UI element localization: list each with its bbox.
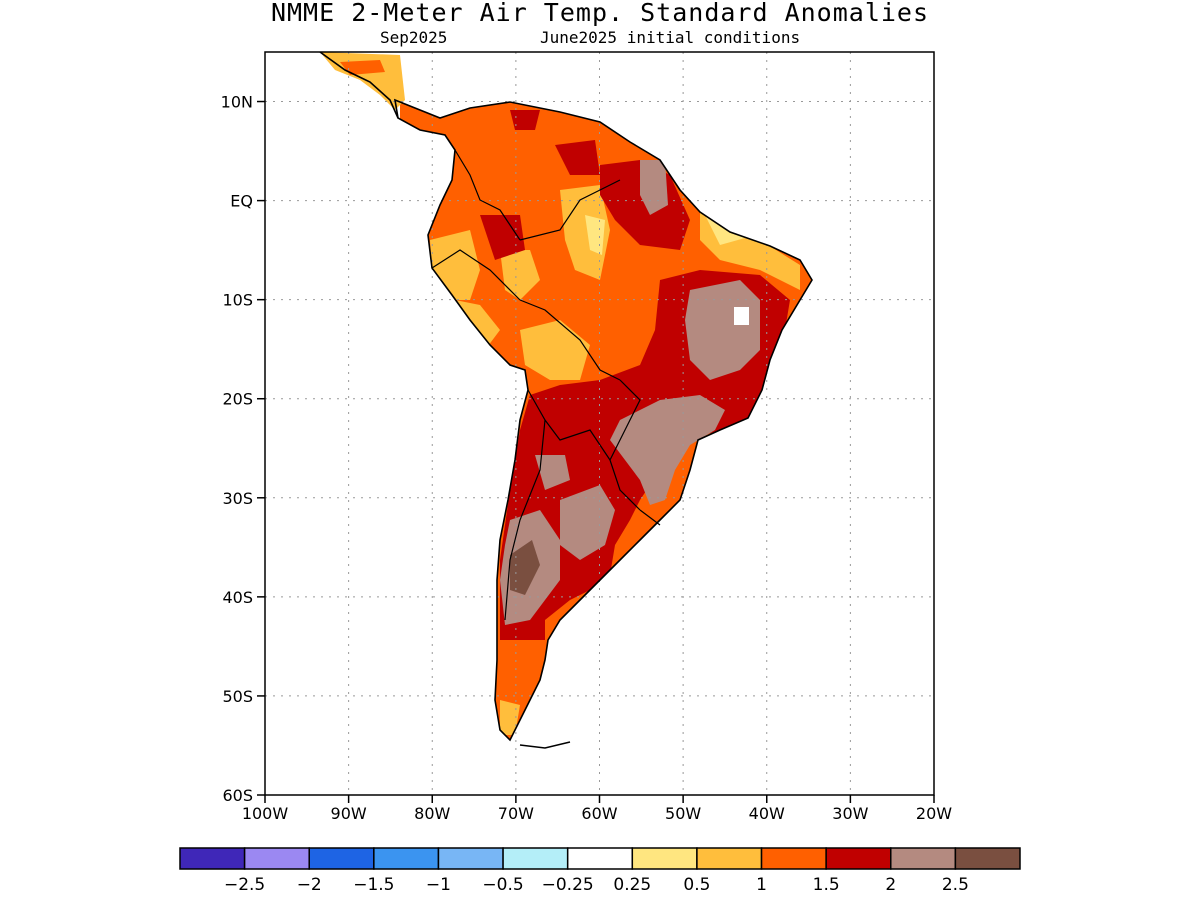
lon-tick-label: 40W <box>749 804 785 823</box>
country-borders <box>431 149 661 621</box>
colorbar-label: 1.5 <box>813 875 840 895</box>
colorbar-label: −2.5 <box>224 875 265 895</box>
lat-tick-label: 10N <box>221 93 253 112</box>
lat-tick-label: EQ <box>230 192 253 211</box>
colorbar-swatch <box>825 847 892 870</box>
lon-tick-label: 20W <box>916 804 952 823</box>
colorbar-swatch <box>243 847 310 870</box>
colorbar-swatch <box>566 847 634 870</box>
colorbar-swatch <box>890 847 957 870</box>
lon-tick-label: 70W <box>498 804 534 823</box>
lon-tick-label: 80W <box>414 804 450 823</box>
colorbar-swatch <box>696 847 763 870</box>
colorbar-label: 1 <box>756 875 767 895</box>
colorbar-label: −0.25 <box>542 875 594 895</box>
lat-tick-label: 50S <box>222 687 253 706</box>
colorbar-label: −0.5 <box>482 875 523 895</box>
colorbar-swatch <box>437 847 504 870</box>
colorbar-label: 2 <box>885 875 896 895</box>
initial-conditions-label: June2025 initial conditions <box>540 28 801 47</box>
valid-month-label: Sep2025 <box>380 28 448 47</box>
colorbar-swatch <box>502 847 569 870</box>
lat-tick-label: 20S <box>222 390 253 409</box>
colorbar-swatch <box>179 847 246 870</box>
lat-tick-label: 40S <box>222 588 253 607</box>
colorbar-label: −1 <box>426 875 451 895</box>
missing-data-cell <box>734 307 749 325</box>
lon-tick-label: 60W <box>581 804 617 823</box>
colorbar: −2.5 −2 −1.5 −1 −0.5 −0.25 0.25 0.5 1 1.5 2 2.5 <box>179 847 1021 895</box>
anomaly-field <box>400 100 812 740</box>
colorbar-label: 0.5 <box>683 875 710 895</box>
lat-tick-label: 60S <box>222 786 253 805</box>
colorbar-label: −2 <box>297 875 322 895</box>
colorbar-swatch <box>308 847 375 870</box>
lat-tick-label: 10S <box>222 291 253 310</box>
colorbar-label: 2.5 <box>942 875 969 895</box>
colorbar-label: 0.25 <box>613 875 651 895</box>
colorbar-swatch <box>954 847 1021 870</box>
coastlines <box>319 51 813 749</box>
map-title: NMME 2-Meter Air Temp. Standard Anomalie… <box>270 0 930 27</box>
lon-tick-label: 50W <box>665 804 701 823</box>
colorbar-label: −1.5 <box>353 875 394 895</box>
lat-tick-label: 30S <box>222 489 253 508</box>
lon-tick-label: 30W <box>832 804 868 823</box>
lon-tick-label: 90W <box>331 804 367 823</box>
colorbar-swatch <box>373 847 440 870</box>
lon-tick-label: 100W <box>242 804 289 823</box>
colorbar-swatch <box>631 847 698 870</box>
colorbar-swatch <box>760 847 827 870</box>
